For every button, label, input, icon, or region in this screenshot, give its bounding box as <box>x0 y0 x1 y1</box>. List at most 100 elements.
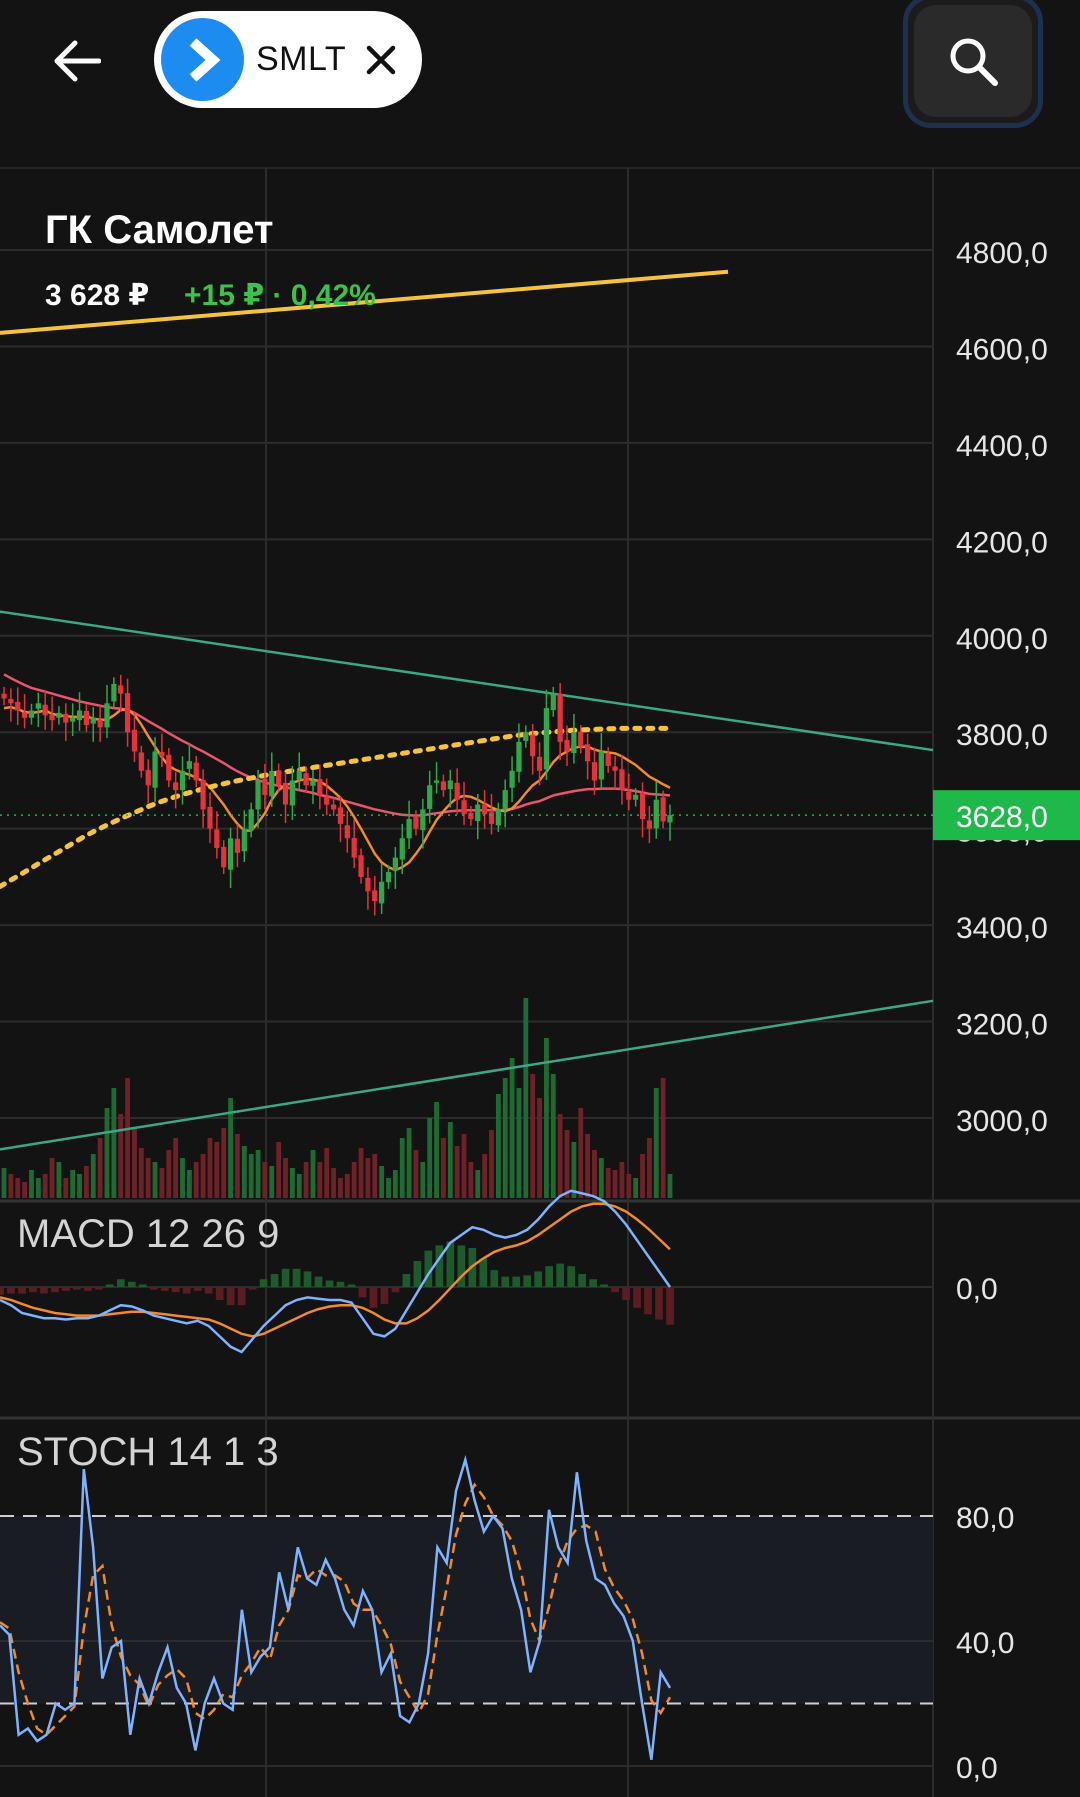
candle-body <box>179 770 186 791</box>
candle-body <box>221 846 227 868</box>
candle-body <box>475 804 481 821</box>
volume-bar <box>530 1074 536 1198</box>
macd-histogram-bar <box>523 1275 532 1287</box>
candle-body <box>564 739 570 752</box>
candle-body <box>557 693 563 742</box>
candle-body <box>372 890 378 901</box>
stoch-tick-label: 80,0 <box>956 1502 1014 1535</box>
channel-line-upper <box>0 610 934 752</box>
volume-bar <box>173 1138 179 1198</box>
volume-bar <box>578 1108 584 1198</box>
macd-histogram-bar <box>193 1287 202 1291</box>
volume-bar <box>152 1162 158 1198</box>
back-button[interactable] <box>40 24 114 98</box>
macd-histogram-bar <box>281 1268 290 1287</box>
candle-body <box>296 770 302 780</box>
candle-body <box>413 817 419 829</box>
volume-bar <box>70 1170 76 1198</box>
remove-ticker-button[interactable] <box>362 41 400 79</box>
candle-body <box>63 713 69 723</box>
volume-bar <box>482 1154 488 1198</box>
volume-bar <box>454 1146 460 1198</box>
volume-bar <box>434 1102 439 1198</box>
arrow-left-icon <box>54 40 101 82</box>
volume-bar <box>262 1162 268 1198</box>
macd-histogram-bar <box>29 1287 37 1293</box>
macd-histogram-bar <box>0 1287 4 1295</box>
macd-histogram-bar <box>644 1287 652 1315</box>
macd-pane-title: MACD 12 26 9 <box>17 1212 280 1256</box>
candle-body <box>159 751 165 757</box>
macd-histogram-bar <box>160 1287 169 1291</box>
macd-signal-line <box>0 1202 671 1338</box>
volume-bar <box>111 1088 117 1198</box>
candle-body <box>516 741 522 772</box>
candle-body <box>530 734 536 757</box>
macd-histogram-bar <box>600 1284 608 1287</box>
volume-bar <box>544 1038 549 1198</box>
volume-bar <box>413 1150 419 1198</box>
candle-body <box>605 753 611 766</box>
moving-average-fast <box>3 705 671 872</box>
candle-body <box>447 780 453 790</box>
volume-bar <box>550 1074 556 1198</box>
search-button[interactable] <box>903 0 1043 128</box>
macd-histogram-bar <box>325 1280 334 1287</box>
macd-histogram-bar <box>567 1266 575 1287</box>
macd-histogram-bar <box>479 1258 488 1287</box>
ticker-chip[interactable]: SMLT <box>154 11 422 108</box>
macd-histogram-bar <box>391 1287 400 1293</box>
macd-histogram-bar <box>666 1287 674 1325</box>
volume-bar <box>77 1174 82 1198</box>
macd-histogram-bar <box>51 1287 59 1293</box>
macd-histogram-bar <box>204 1287 213 1294</box>
volume-bar <box>303 1162 309 1198</box>
volume-bar <box>241 1146 247 1198</box>
candle-body <box>399 838 405 860</box>
macd-histogram-bar <box>84 1287 92 1291</box>
candle-body <box>337 807 344 824</box>
candle-body <box>111 684 117 702</box>
candle-body <box>289 780 295 806</box>
volume-bar <box>221 1128 227 1198</box>
stoch-pane-title: STOCH 14 1 3 <box>17 1430 279 1474</box>
ticker-label: SMLT <box>256 40 347 78</box>
chevron-right-icon <box>189 37 220 82</box>
volume-bar <box>207 1138 213 1198</box>
price-tick-label: 3200,0 <box>956 1009 1048 1042</box>
volume-bar <box>564 1130 570 1198</box>
macd-histogram-bar <box>446 1241 455 1287</box>
volume-bar <box>351 1162 357 1198</box>
price-tick-label: 4200,0 <box>956 526 1048 559</box>
price-tick-label: 4000,0 <box>956 623 1048 656</box>
candle-body <box>118 685 124 694</box>
candle-body <box>667 815 673 823</box>
macd-line <box>0 1189 672 1354</box>
volume-bar <box>255 1150 261 1198</box>
candle-body <box>97 719 103 728</box>
volume-bar <box>461 1134 467 1198</box>
candle-body <box>351 837 357 858</box>
candle-body <box>49 714 55 721</box>
volume-bar <box>193 1162 199 1198</box>
volume-bar <box>509 1058 515 1198</box>
volume-bar <box>468 1162 474 1198</box>
macd-histogram-bar <box>226 1287 235 1306</box>
candle-body <box>358 855 364 877</box>
volume-bar <box>22 1182 28 1198</box>
candle-body <box>619 769 625 791</box>
macd-histogram-bar <box>259 1279 268 1287</box>
macd-histogram-bar <box>73 1287 81 1290</box>
candle-body <box>433 780 440 783</box>
candle-body <box>241 828 247 852</box>
stoch-tick-label: 40,0 <box>956 1627 1014 1660</box>
volume-bar <box>235 1134 240 1198</box>
candle-body <box>35 703 41 709</box>
volume-bar <box>660 1078 666 1198</box>
candle-body <box>461 800 467 815</box>
macd-histogram-bar <box>62 1287 70 1291</box>
volume-bar <box>392 1170 398 1198</box>
macd-histogram-bar <box>534 1271 543 1287</box>
stoch-d-line <box>0 1482 672 1737</box>
